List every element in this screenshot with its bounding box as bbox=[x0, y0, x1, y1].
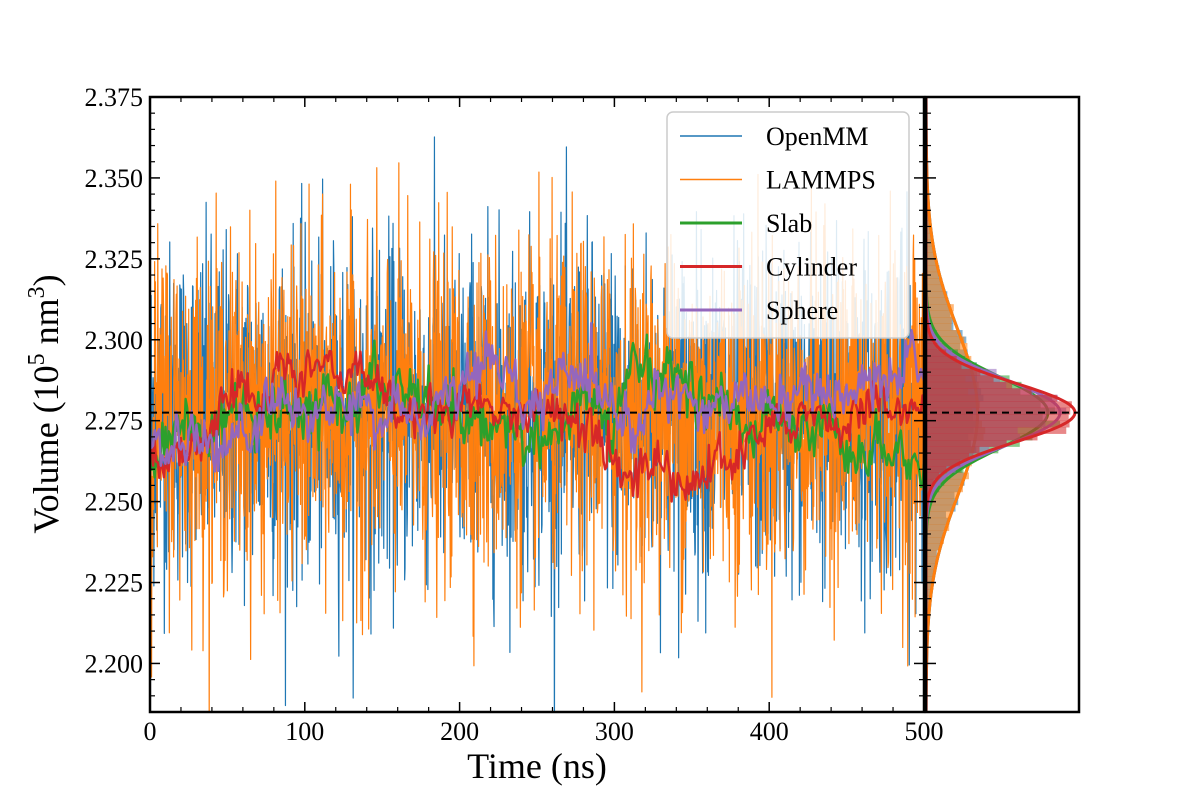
x-tick-labels: 0 100 200 300 400 500 bbox=[144, 717, 944, 746]
y-tick-label: 2.275 bbox=[85, 407, 144, 436]
main-plot-area bbox=[150, 136, 924, 712]
hist-bar bbox=[926, 291, 945, 298]
hist-bar bbox=[926, 343, 938, 350]
hist-bar bbox=[926, 232, 933, 240]
hist-bar bbox=[926, 427, 1067, 434]
x-tick-label: 300 bbox=[595, 717, 634, 746]
hist-bar bbox=[926, 556, 937, 564]
x-tick-label: 0 bbox=[144, 717, 157, 746]
hist-bar bbox=[926, 582, 934, 590]
hist-bar bbox=[926, 388, 1032, 396]
y-axis-label: Volume (105 nm3) bbox=[24, 274, 66, 533]
hist-bar bbox=[926, 362, 962, 370]
hist-bar bbox=[926, 537, 944, 544]
hist-bar bbox=[926, 446, 980, 454]
hist-bar bbox=[926, 569, 934, 577]
hist-bar bbox=[926, 485, 932, 493]
hist-bar bbox=[926, 524, 950, 532]
hist-bar bbox=[926, 414, 1069, 421]
hist-bar bbox=[926, 589, 932, 596]
hist-bar bbox=[926, 317, 952, 324]
hist-bar bbox=[926, 226, 932, 234]
x-tick-label: 100 bbox=[285, 717, 324, 746]
hist-bar bbox=[926, 381, 1013, 389]
hist-bar bbox=[926, 284, 945, 292]
hist-bar bbox=[926, 355, 957, 363]
hist-bar bbox=[926, 517, 949, 525]
hist-bar bbox=[926, 485, 963, 493]
hist-bar bbox=[926, 478, 934, 486]
hist-bar bbox=[926, 453, 970, 460]
hist-bar bbox=[926, 440, 1007, 447]
side-panel-frame bbox=[924, 95, 1081, 714]
hist-bar bbox=[926, 323, 952, 331]
y-tick-label: 2.225 bbox=[85, 569, 144, 598]
y-tick-label: 2.350 bbox=[85, 164, 144, 193]
hist-bar bbox=[926, 349, 947, 357]
hist-bar bbox=[926, 220, 931, 227]
hist-bar bbox=[926, 498, 954, 506]
hist-bar bbox=[926, 459, 961, 467]
y-tick-labels: 2.200 2.225 2.250 2.275 2.300 2.325 2.350 2.375 bbox=[85, 83, 144, 678]
legend-box bbox=[666, 111, 910, 339]
hist-bar bbox=[926, 420, 1070, 428]
hist-bar bbox=[926, 472, 940, 480]
hist-bar bbox=[926, 401, 1072, 409]
hist-bar bbox=[926, 407, 1071, 415]
hist-bar bbox=[926, 601, 930, 609]
y-tick-label: 2.300 bbox=[85, 326, 144, 355]
hist-bar bbox=[926, 336, 965, 344]
x-tick-label: 400 bbox=[750, 717, 789, 746]
hist-bar bbox=[926, 530, 945, 538]
series-line-cylinder bbox=[150, 349, 924, 503]
hist-bar bbox=[926, 504, 954, 512]
legend-label-cylinder: Cylinder bbox=[766, 253, 857, 282]
y-tick-label: 2.250 bbox=[85, 488, 144, 517]
hist-bar bbox=[926, 258, 937, 266]
hist-bar bbox=[926, 466, 947, 473]
series-line-sphere bbox=[150, 321, 924, 473]
hist-bar bbox=[926, 511, 951, 519]
x-tick-label: 500 bbox=[905, 717, 944, 746]
legend-label-openmm: OpenMM bbox=[766, 122, 869, 151]
hist-bar bbox=[926, 252, 936, 260]
hist-bar bbox=[926, 394, 1058, 402]
hist-bar bbox=[926, 310, 954, 318]
hist-bar bbox=[926, 265, 938, 273]
x-tick-label: 200 bbox=[440, 717, 479, 746]
hist-bar bbox=[926, 433, 1038, 441]
y-tick-label: 2.325 bbox=[85, 245, 144, 274]
hist-bar bbox=[926, 330, 930, 337]
legend-label-sphere: Sphere bbox=[766, 296, 838, 325]
hist-bar bbox=[926, 330, 958, 337]
hist-bar bbox=[926, 213, 930, 221]
hist-bar bbox=[926, 550, 937, 557]
y-tick-label: 2.375 bbox=[85, 83, 144, 112]
hist-bar bbox=[926, 543, 940, 551]
legend-label-lammps: LAMMPS bbox=[766, 166, 876, 195]
x-axis-label: Time (ns) bbox=[467, 746, 607, 786]
main-plot-frame bbox=[148, 95, 926, 714]
hist-bar bbox=[926, 271, 939, 279]
series-line-lammps bbox=[150, 162, 924, 712]
hist-bar bbox=[926, 576, 934, 583]
hist-bar bbox=[926, 375, 994, 383]
y-tick-label: 2.200 bbox=[85, 649, 144, 678]
side-histogram-panel bbox=[926, 97, 1077, 712]
side-hist-cylinder bbox=[926, 310, 1072, 512]
hist-bar bbox=[926, 491, 959, 499]
hist-bar bbox=[926, 304, 954, 311]
hist-bar bbox=[926, 245, 934, 253]
hist-bar bbox=[926, 278, 943, 286]
hist-bar bbox=[926, 297, 947, 305]
density-curve-cylinder bbox=[926, 97, 1077, 712]
hist-bar bbox=[926, 368, 981, 376]
chart-legend: OpenMM LAMMPS Slab Cylinder Sphere bbox=[666, 111, 910, 339]
legend-label-slab: Slab bbox=[766, 209, 812, 238]
